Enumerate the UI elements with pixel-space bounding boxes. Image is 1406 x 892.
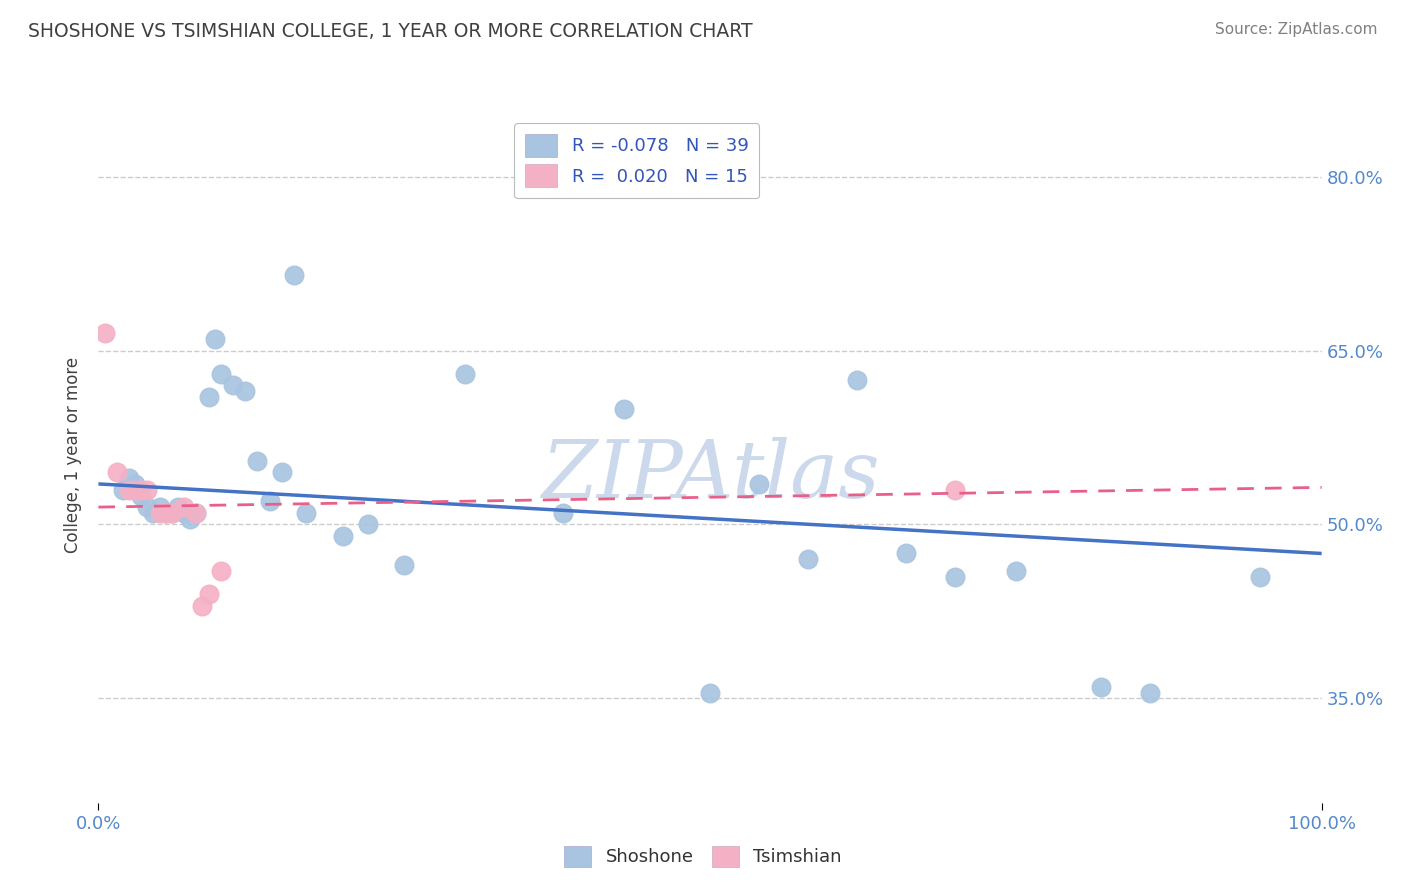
Point [129,483,152,497]
Point [129,488,152,502]
Point [93,326,115,340]
Point [149,500,172,514]
Point [155,506,177,520]
Point [246,453,269,467]
Point [797,552,820,566]
Point [179,511,201,525]
Point [283,268,305,282]
Point [173,500,195,514]
Text: Source: ZipAtlas.com: Source: ZipAtlas.com [1215,22,1378,37]
Point [1249,569,1271,583]
Point [553,506,575,520]
Point [136,500,159,514]
Point [111,483,134,497]
Point [894,546,917,560]
Point [1090,680,1112,694]
Point [209,564,232,578]
Point [124,483,146,497]
Point [160,506,183,520]
Text: SHOSHONE VS TSIMSHIAN COLLEGE, 1 YEAR OR MORE CORRELATION CHART: SHOSHONE VS TSIMSHIAN COLLEGE, 1 YEAR OR… [28,22,752,41]
Point [943,483,966,497]
Point [259,494,281,508]
Point [356,517,378,532]
Y-axis label: College, 1 year or more: College, 1 year or more [65,357,83,553]
Point [454,367,477,381]
Point [124,476,146,491]
Point [191,599,214,613]
Text: ZIPAtlas: ZIPAtlas [541,437,879,515]
Legend: Shoshone, Tsimshian: Shoshone, Tsimshian [557,838,849,874]
Point [270,465,294,479]
Point [173,506,195,520]
Point [160,506,183,520]
Point [142,506,165,520]
Point [1004,564,1026,578]
Point [136,483,159,497]
Point [197,390,219,404]
Point [105,465,128,479]
Point [332,529,354,543]
Point [204,332,226,346]
Point [943,569,966,583]
Point [197,587,219,601]
Point [167,500,190,514]
Point [118,471,141,485]
Point [209,367,232,381]
Point [233,384,256,398]
Point [222,378,245,392]
Point [155,506,177,520]
Point [149,506,172,520]
Point [845,372,868,386]
Point [186,506,208,520]
Point [295,506,318,520]
Legend: R = -0.078   N = 39, R =  0.020   N = 15: R = -0.078 N = 39, R = 0.020 N = 15 [515,123,759,198]
Point [118,483,141,497]
Point [186,506,208,520]
Point [613,401,636,416]
Point [748,476,770,491]
Point [392,558,416,573]
Point [699,685,721,699]
Point [1139,685,1161,699]
